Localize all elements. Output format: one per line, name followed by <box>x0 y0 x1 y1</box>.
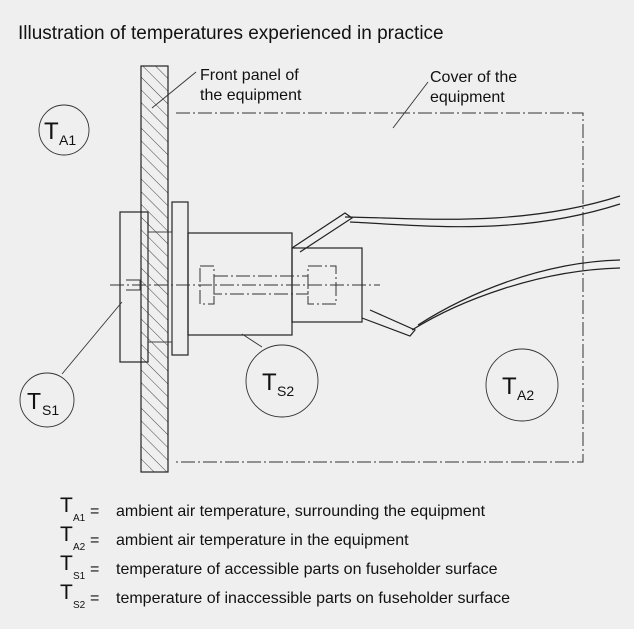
legend-symbol: T <box>60 523 73 546</box>
legend-subscript: S1 <box>73 571 86 582</box>
legend-text: ambient air temperature in the equipment <box>116 532 409 549</box>
legend-text: ambient air temperature, surrounding the… <box>116 503 486 520</box>
title: Illustration of temperatures experienced… <box>18 23 444 44</box>
node-symbol: T <box>262 369 277 396</box>
callout-label: Front panel of <box>200 67 299 84</box>
node-circles <box>19 104 559 428</box>
node-subscript: A1 <box>59 132 76 148</box>
callout-label: Cover of the <box>430 69 517 86</box>
legend-sign: = <box>90 532 99 549</box>
legend-symbol: T <box>60 494 73 517</box>
legend-sign: = <box>90 503 99 520</box>
wires <box>291 195 621 337</box>
legend-symbol: T <box>60 552 73 575</box>
node-symbol: T <box>502 373 517 400</box>
node-subscript: A2 <box>517 387 534 403</box>
node-subscript: S2 <box>277 383 294 399</box>
node-subscript: S1 <box>42 402 59 418</box>
legend-sign: = <box>90 561 99 578</box>
legend-subscript: A1 <box>73 513 86 524</box>
legend-symbol: T <box>60 581 73 604</box>
legend-text: temperature of accessible parts on fuseh… <box>116 561 498 578</box>
legend-subscript: A2 <box>73 542 86 553</box>
leader-lines <box>61 71 429 375</box>
cover <box>176 112 584 463</box>
callout-label: equipment <box>430 89 505 106</box>
fuseholder <box>110 201 380 363</box>
callout-label: the equipment <box>200 87 302 104</box>
legend-subscript: S2 <box>73 600 86 611</box>
node-symbol: T <box>44 118 59 145</box>
legend-sign: = <box>90 590 99 607</box>
legend-text: temperature of inaccessible parts on fus… <box>116 590 510 607</box>
front-panel <box>140 65 169 473</box>
node-symbol: T <box>27 388 41 414</box>
